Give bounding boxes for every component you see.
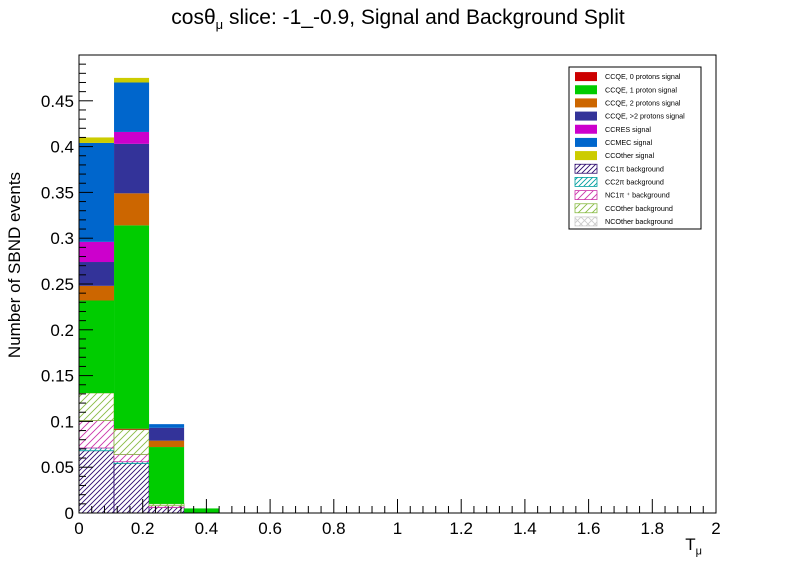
- bar-ccres-signal-bin-1: [114, 131, 150, 144]
- y-tick-label: 0.3: [50, 229, 74, 248]
- y-tick-label: 0: [65, 504, 74, 523]
- x-tick-label: 0.4: [195, 519, 219, 538]
- y-tick-label: 0.35: [41, 183, 74, 202]
- y-tick-label: 0.4: [50, 138, 74, 157]
- bar-ccother-background-bin-2: [148, 503, 185, 507]
- x-tick-label: 1.2: [449, 519, 473, 538]
- bar-ccqe-1-proton-signal-bin-3: [184, 508, 220, 513]
- legend-label: CC1π background: [605, 164, 664, 173]
- legend-label: CCQE, 1 proton signal: [605, 85, 677, 94]
- bar-nc1-background-bin-0: [78, 420, 115, 449]
- bar-ccother-background-bin-0: [78, 392, 115, 421]
- bar-ccother-signal-bin-0: [79, 137, 115, 143]
- x-tick-label: 0.8: [322, 519, 346, 538]
- bar-ccqe-2-protons-signal-bin-0: [79, 285, 115, 301]
- legend-label: CCOther background: [605, 204, 673, 213]
- legend-label: CCRES signal: [605, 125, 651, 134]
- legend-label: CCQE, 2 protons signal: [605, 98, 681, 107]
- x-tick-label: 1: [393, 519, 402, 538]
- y-axis-label: Number of SBND events: [5, 171, 24, 359]
- bar-ccother-background-bin-1: [113, 429, 150, 455]
- bar-cc1-background-bin-1: [113, 463, 150, 514]
- y-tick-label: 0.45: [41, 92, 74, 111]
- x-axis-label: Tμ: [685, 535, 702, 558]
- bar-cc1-background-bin-0: [78, 450, 115, 514]
- x-tick-label: 1.4: [513, 519, 537, 538]
- y-tick-label: 0.2: [50, 321, 74, 340]
- legend-label: CCQE, 0 protons signal: [605, 72, 681, 81]
- bar-ccqe-2-protons-signal-bin-2: [149, 440, 185, 448]
- y-tick-label: 0.1: [50, 412, 74, 431]
- legend-label: NCOther background: [605, 217, 673, 226]
- bar-ccmec-signal-bin-1: [114, 82, 150, 132]
- legend-swatch: [574, 203, 598, 214]
- y-tick-label: 0.15: [41, 367, 74, 386]
- legend-swatch: [575, 124, 597, 134]
- bar-ccqe-1-proton-signal-bin-2: [149, 447, 185, 504]
- legend-swatch: [574, 190, 598, 200]
- y-tick-label: 0.25: [41, 275, 74, 294]
- legend-swatch: [575, 72, 597, 82]
- x-tick-label: 0: [74, 519, 83, 538]
- x-tick-label: 2: [711, 519, 720, 538]
- bar-ccres-signal-bin-0: [79, 241, 115, 263]
- bar-ccqe-2-protons-signal-bin-1: [114, 143, 150, 194]
- y-axis: 0 0.05 0.1 0.15 0.2 0.25 0.3 0.35 0.4 0.45: [41, 54, 93, 523]
- chart-title: cosθμ slice: -1_-0.9, Signal and Backgro…: [171, 6, 625, 33]
- bar-ccqe-1-proton-signal-bin-0: [79, 300, 115, 394]
- y-tick-label: 0.05: [41, 458, 74, 477]
- legend-swatch: [575, 98, 597, 108]
- bar-ccqe-1-proton-signal-bin-1: [114, 225, 150, 429]
- legend-swatch: [574, 177, 598, 187]
- legend: CCQE, 0 protons signal CCQE, 1 proton sig…: [568, 66, 702, 230]
- x-axis: 0 0.2 0.4 0.6 0.8 1 1.2 1.4 1.6 1.8 2: [74, 499, 721, 538]
- x-tick-label: 1.6: [577, 519, 601, 538]
- legend-label: CC2π background: [605, 177, 664, 186]
- histogram-bars: [78, 77, 220, 514]
- x-tick-label: 1.8: [640, 519, 664, 538]
- legend-swatch: [574, 163, 598, 174]
- bar-ccother-signal-bin-1: [114, 77, 150, 83]
- legend-swatch: [575, 137, 597, 147]
- bar-ccqe-0-protons-signal-bin-1: [114, 428, 150, 430]
- x-tick-label: 0.6: [258, 519, 282, 538]
- bar-cc1-background-bin-2: [148, 507, 185, 514]
- bar-ccqe-2-protons-signal-bin-1: [114, 193, 150, 226]
- bar-ccqe-2-protons-signal-bin-2: [149, 427, 185, 441]
- x-tick-label: 0.2: [131, 519, 155, 538]
- legend-label: CCQE, >2 protons signal: [605, 112, 685, 121]
- legend-label: NC1π ⁺ background: [605, 191, 670, 200]
- bar-ccmec-signal-bin-2: [149, 424, 185, 428]
- bar-nc1-background-bin-1: [113, 453, 150, 463]
- legend-label: CCOther signal: [605, 151, 655, 160]
- legend-swatch: [575, 111, 597, 121]
- legend-swatch: [575, 85, 597, 95]
- legend-swatch: [574, 216, 598, 227]
- bar-ccqe-2-protons-signal-bin-0: [79, 262, 115, 286]
- legend-label: CCMEC signal: [605, 138, 653, 147]
- legend-swatch: [575, 151, 597, 161]
